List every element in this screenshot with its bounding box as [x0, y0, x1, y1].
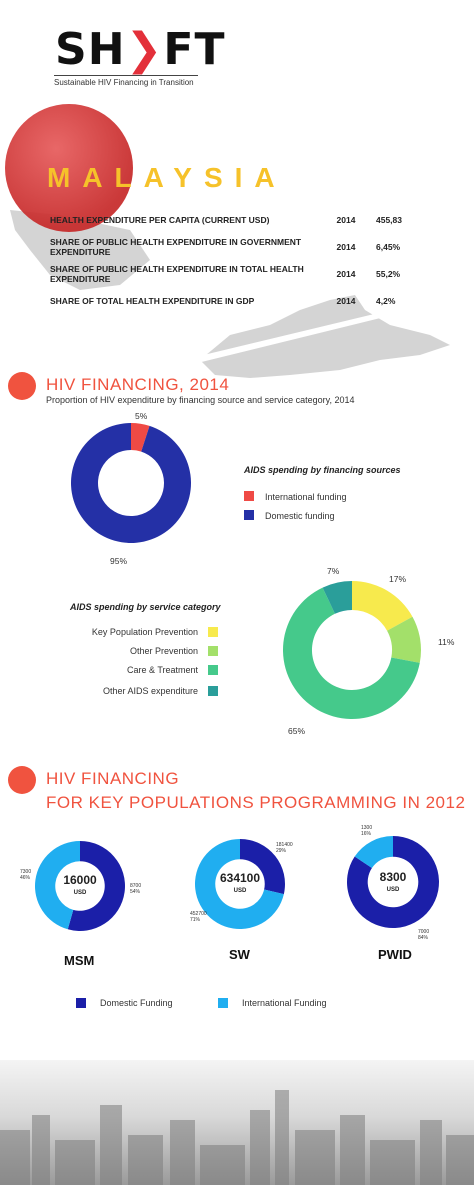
- indicator-value: 55,2%: [376, 268, 401, 279]
- indicator-label: SHARE OF TOTAL HEALTH EXPENDITURE IN GDP: [50, 295, 255, 306]
- skyline-silhouette: [0, 1090, 474, 1185]
- financing-sources-donut: [71, 423, 191, 543]
- sw-label-international: 452700 71%: [190, 911, 207, 923]
- indicator-label: SHARE OF PUBLIC HEALTH EXPENDITURE IN GO…: [50, 236, 302, 257]
- donut-slice-other-prevention: [387, 616, 421, 663]
- msm-donut: [35, 841, 125, 931]
- donut-slices: [283, 581, 421, 719]
- table-row: SHARE OF PUBLIC HEALTH EXPENDITURE IN TO…: [48, 260, 426, 287]
- service-category-donut: [283, 581, 421, 719]
- donut-slices: [195, 839, 285, 929]
- legend-title-financing: AIDS spending by financing sources: [244, 465, 401, 475]
- indicator-label: HEALTH EXPENDITURE PER CAPITA (CURRENT U…: [50, 214, 270, 225]
- legend-swatch-other-prevention: [208, 646, 218, 656]
- malaysia-map: [10, 210, 474, 380]
- pwid-label-domestic: 7000 84%: [418, 929, 430, 941]
- donut-slice-care-treatment: [283, 587, 420, 719]
- data-label-kp-prevention: 17%: [389, 574, 407, 584]
- sw-label-domestic: 181400 29%: [276, 842, 293, 854]
- legend-item-kp-prevention: Key Population Prevention: [91, 627, 198, 637]
- legend-title-service: AIDS spending by service category: [70, 602, 221, 612]
- donut-slice-international-funding: [35, 841, 80, 930]
- msm-label-international: 7300 46%: [20, 869, 32, 881]
- indicator-value: 6,45%: [376, 241, 401, 252]
- donut-slices: [35, 841, 125, 931]
- sw-title: SW: [229, 947, 250, 962]
- legend-item-international-funding: International Funding: [242, 998, 327, 1008]
- legend-item-international: International funding: [265, 492, 347, 502]
- country-title: MALAYSIA: [47, 162, 287, 193]
- sw-donut: [195, 839, 285, 929]
- legend-item-other-prevention: Other Prevention: [129, 646, 198, 656]
- section-title-hiv-financing: HIV FINANCING, 2014: [46, 375, 230, 394]
- pwid-total: 8300: [379, 870, 407, 884]
- msm-unit: USD: [73, 890, 87, 896]
- legend-swatch-kp-prevention: [208, 627, 218, 637]
- msm-label-domestic: 8700 54%: [130, 883, 142, 895]
- donut-slices: [347, 836, 439, 928]
- hero-photo-circle: [5, 104, 133, 232]
- legend-swatch-international: [244, 491, 254, 501]
- section-bullet: [8, 372, 36, 400]
- sw-unit: USD: [233, 888, 247, 894]
- section-title-kp-line1: HIV FINANCING: [46, 769, 180, 788]
- msm-title: MSM: [64, 953, 95, 968]
- donut-slice-domestic-funding: [67, 841, 125, 931]
- pwid-title: PWID: [378, 947, 412, 962]
- map-divider-stripe: [120, 290, 474, 380]
- legend-swatch-domestic: [244, 510, 254, 520]
- data-label-domestic: 95%: [110, 556, 128, 566]
- indicator-year: 2014: [336, 268, 356, 279]
- donut-slice-domestic-funding: [240, 839, 285, 895]
- legend-swatch-other-aids: [208, 686, 218, 696]
- donut-slices: [71, 423, 191, 543]
- sw-total: 634100: [219, 871, 261, 885]
- health-indicators-table: HEALTH EXPENDITURE PER CAPITA (CURRENT U…: [48, 206, 426, 314]
- data-label-other-prevention: 11%: [438, 637, 455, 647]
- donut-slice-domestic-funding: [347, 836, 439, 928]
- legend-item-care-treatment: Care & Treatment: [126, 665, 198, 675]
- donut-slice-key-population-prevention: [352, 581, 413, 631]
- logo-arrow-icon: ❯: [125, 24, 164, 75]
- borneo-map-shape: [200, 295, 450, 378]
- donut-slice-other-aids-expenditure: [322, 581, 352, 614]
- indicator-year: 2014: [336, 241, 356, 252]
- table-row: SHARE OF TOTAL HEALTH EXPENDITURE IN GDP…: [48, 287, 426, 314]
- indicator-value: 4,2%: [376, 295, 396, 306]
- legend-item-domestic-funding: Domestic Funding: [100, 998, 173, 1008]
- pwid-donut: [347, 836, 439, 928]
- donut-slice-international-funding: [195, 839, 284, 929]
- section-bullet: [8, 766, 36, 794]
- pwid-unit: USD: [386, 887, 400, 893]
- legend-swatch-domestic-funding: [76, 998, 86, 1008]
- section-subtitle: Proportion of HIV expenditure by financi…: [46, 395, 355, 405]
- logo-text-left: SH: [55, 24, 126, 75]
- shift-logo: SH❯FT: [55, 28, 225, 72]
- section-title-kp-line2: FOR KEY POPULATIONS PROGRAMMING IN 2012: [46, 793, 466, 812]
- logo-text-right: FT: [163, 24, 226, 75]
- legend-swatch-international-funding: [218, 998, 228, 1008]
- data-label-other-aids: 7%: [327, 566, 340, 576]
- table-row: HEALTH EXPENDITURE PER CAPITA (CURRENT U…: [48, 206, 426, 233]
- donut-slice-domestic-funding: [71, 423, 191, 543]
- legend-item-other-aids: Other AIDS expenditure: [102, 686, 198, 696]
- legend-item-domestic: Domestic funding: [265, 511, 335, 521]
- legend-swatch-care-treatment: [208, 665, 218, 675]
- donut-slice-international-funding: [131, 423, 150, 452]
- donut-slice-international-funding: [354, 836, 393, 868]
- pwid-label-international: 1300 16%: [361, 825, 373, 837]
- data-label-care-treatment: 65%: [288, 726, 306, 736]
- data-label-international: 5%: [135, 411, 148, 421]
- msm-total: 16000: [63, 873, 97, 887]
- indicator-value: 455,83: [376, 214, 402, 225]
- indicator-label: SHARE OF PUBLIC HEALTH EXPENDITURE IN TO…: [50, 263, 304, 284]
- peninsular-map-shape: [10, 210, 150, 290]
- city-skyline-image: [0, 1060, 474, 1185]
- indicator-year: 2014: [336, 295, 356, 306]
- logo-tagline: Sustainable HIV Financing in Transition: [54, 75, 198, 87]
- indicator-year: 2014: [336, 214, 356, 225]
- table-row: SHARE OF PUBLIC HEALTH EXPENDITURE IN GO…: [48, 233, 426, 260]
